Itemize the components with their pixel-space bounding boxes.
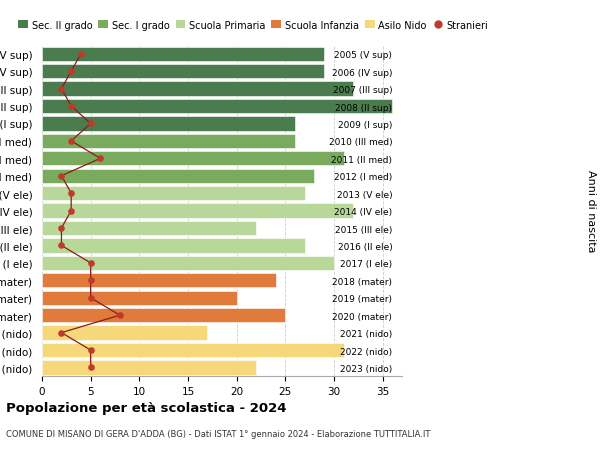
Point [76, 51, 86, 58]
Point [86, 121, 95, 128]
Bar [42, 326, 208, 340]
Bar [42, 239, 305, 253]
Point [95, 155, 105, 162]
Bar [42, 274, 275, 288]
Bar [42, 117, 295, 131]
Point [56, 86, 66, 93]
Legend: Sec. II grado, Sec. I grado, Scuola Primaria, Scuola Infanzia, Asilo Nido, Stran: Sec. II grado, Sec. I grado, Scuola Prim… [14, 17, 492, 34]
Bar [42, 134, 295, 149]
Point [56, 225, 66, 232]
Bar [42, 169, 314, 184]
Bar [42, 361, 256, 375]
Point [67, 207, 76, 215]
Text: Popolazione per età scolastica - 2024: Popolazione per età scolastica - 2024 [6, 402, 287, 414]
Point [56, 242, 66, 250]
Bar [42, 100, 392, 114]
Bar [42, 308, 285, 323]
Bar [42, 187, 305, 201]
Point [67, 103, 76, 111]
Bar [42, 82, 353, 96]
Point [86, 294, 95, 302]
Text: COMUNE DI MISANO DI GERA D'ADDA (BG) - Dati ISTAT 1° gennaio 2024 - Elaborazione: COMUNE DI MISANO DI GERA D'ADDA (BG) - D… [6, 429, 430, 438]
Bar [42, 256, 334, 270]
Point [67, 68, 76, 76]
Point [115, 312, 125, 319]
Bar [42, 221, 256, 235]
Bar [42, 65, 324, 79]
Bar [42, 343, 344, 358]
Point [67, 190, 76, 197]
Bar [42, 204, 353, 218]
Text: Anni di nascita: Anni di nascita [586, 170, 596, 252]
Point [86, 260, 95, 267]
Point [86, 347, 95, 354]
Bar [42, 47, 324, 62]
Point [56, 329, 66, 336]
Bar [42, 152, 344, 166]
Bar [42, 291, 236, 305]
Point [86, 364, 95, 371]
Point [67, 138, 76, 145]
Point [86, 277, 95, 285]
Point [56, 173, 66, 180]
